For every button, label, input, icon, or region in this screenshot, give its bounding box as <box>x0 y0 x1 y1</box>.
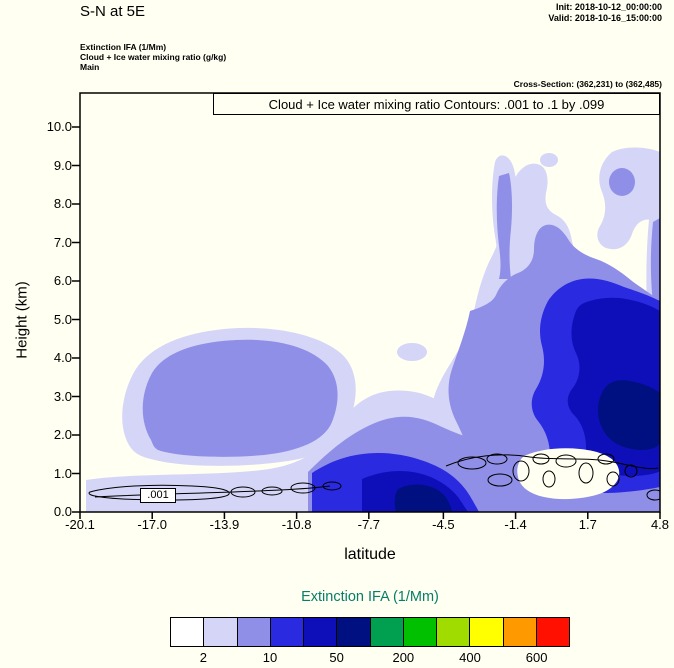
run-times: Init: 2018-10-12_00:00:00 Valid: 2018-10… <box>548 2 662 24</box>
cloud-contour-loop <box>542 470 556 488</box>
y-tick-label: 8.0 <box>53 196 72 211</box>
contour-info-text: Cloud + Ice water mixing ratio Contours:… <box>268 96 605 112</box>
y-tick-label: 2.0 <box>53 427 72 442</box>
init-time: Init: 2018-10-12_00:00:00 <box>555 2 662 12</box>
cloud-contour-loop <box>597 453 615 465</box>
y-tick-label: 5.0 <box>53 311 72 327</box>
cloud-contour-line <box>88 484 230 501</box>
cloud-contour-loop <box>230 486 256 498</box>
y-tick-label: 1.0 <box>53 465 72 481</box>
fill-region-level2 <box>397 343 427 361</box>
x-tick-label: -4.5 <box>432 517 455 532</box>
y-tick-label: 7.0 <box>53 234 72 250</box>
colorbar-tick-label: 50 <box>329 650 344 665</box>
cloud-contour-loop <box>606 471 620 487</box>
cloud-contour-loop <box>290 482 316 494</box>
member-label: Main <box>80 62 100 72</box>
fill-region-level3 <box>142 339 338 457</box>
y-tick-label: 9.0 <box>53 157 72 173</box>
cloud-contour-line <box>94 485 331 498</box>
colorbar-cell <box>402 618 436 646</box>
colorbar-cell <box>535 618 569 646</box>
colorbar-cell <box>203 618 237 646</box>
x-tick-label: -20.1 <box>65 517 95 532</box>
contour-value-label: .001 <box>140 488 176 503</box>
cross-section-coords: Cross-Section: (362,231) to (362,485) <box>513 79 662 89</box>
x-tick-label: 4.8 <box>650 517 670 532</box>
colorbar-tick-label: 400 <box>459 650 481 665</box>
x-tick-label: -10.8 <box>281 517 312 532</box>
field-cloud-ice-label: Cloud + Ice water mixing ratio (g/kg) <box>80 52 227 62</box>
fill-region-clear-gap <box>517 448 620 500</box>
colorbar-cell <box>502 618 536 646</box>
colorbar-tick-label: 200 <box>392 650 415 665</box>
valid-time: Valid: 2018-10-16_15:00:00 <box>548 13 662 23</box>
contour-info-box: Cloud + Ice water mixing ratio Contours:… <box>213 93 660 115</box>
fill-region-level3 <box>650 218 660 316</box>
colorbar-tick-label: 10 <box>262 650 278 665</box>
axis-ticks <box>72 126 661 519</box>
x-tick-label: 1.7 <box>578 517 597 532</box>
colorbar-tick-label: 600 <box>525 650 548 665</box>
x-tick-label: -17.0 <box>137 517 168 532</box>
colorbar-cell <box>469 618 503 646</box>
cloud-ice-contours <box>88 453 660 501</box>
cloud-contour-loop <box>486 453 508 465</box>
colorbar-cell <box>336 618 370 646</box>
cloud-contour-loop <box>322 481 342 491</box>
x-tick-label: -7.7 <box>357 517 381 532</box>
extinction-fill-field <box>86 147 660 512</box>
cloud-contour-loop <box>457 456 487 470</box>
fill-region-level2 <box>540 153 558 167</box>
x-tick-label: -13.9 <box>209 517 240 532</box>
fill-region-level6 <box>394 484 452 512</box>
fill-region-level6 <box>597 380 660 450</box>
legend-title: Extinction IFA (1/Mm) <box>301 589 439 605</box>
x-tick-label: -1.4 <box>504 517 527 532</box>
y-tick-label: 4.0 <box>53 350 72 365</box>
cloud-contour-loop <box>555 454 577 468</box>
page-title: S-N at 5E <box>80 3 146 20</box>
y-tick-label: 3.0 <box>53 388 72 404</box>
fill-region-level3 <box>609 168 635 196</box>
field-list: Extinction IFA (1/Mm) Cloud + Ice water … <box>80 42 226 72</box>
fill-region-level3 <box>496 173 513 279</box>
colorbar <box>170 617 570 647</box>
colorbar-cell <box>171 618 204 646</box>
cloud-contour-loop <box>578 462 594 484</box>
y-tick-label: 0.0 <box>53 504 72 519</box>
cloud-contour-line <box>445 454 659 470</box>
cloud-contour-loop <box>532 453 550 465</box>
colorbar-tick-label: 2 <box>199 650 207 665</box>
cloud-contour-loop <box>624 464 638 478</box>
y-tick-label: 6.0 <box>53 273 72 288</box>
colorbar-cell <box>369 618 403 646</box>
cloud-contour-loop <box>512 460 530 482</box>
field-extinction-label: Extinction IFA (1/Mm) <box>80 42 167 52</box>
colorbar-cell <box>303 618 337 646</box>
colorbar-cell <box>236 618 270 646</box>
colorbar-cell <box>269 618 303 646</box>
x-axis-title: latitude <box>344 546 396 563</box>
cloud-contour-loop <box>646 489 660 501</box>
y-tick-label: 10.0 <box>46 119 72 134</box>
colorbar-cell <box>436 618 470 646</box>
cloud-contour-loop <box>487 473 513 487</box>
cloud-contour-loop <box>261 486 283 496</box>
